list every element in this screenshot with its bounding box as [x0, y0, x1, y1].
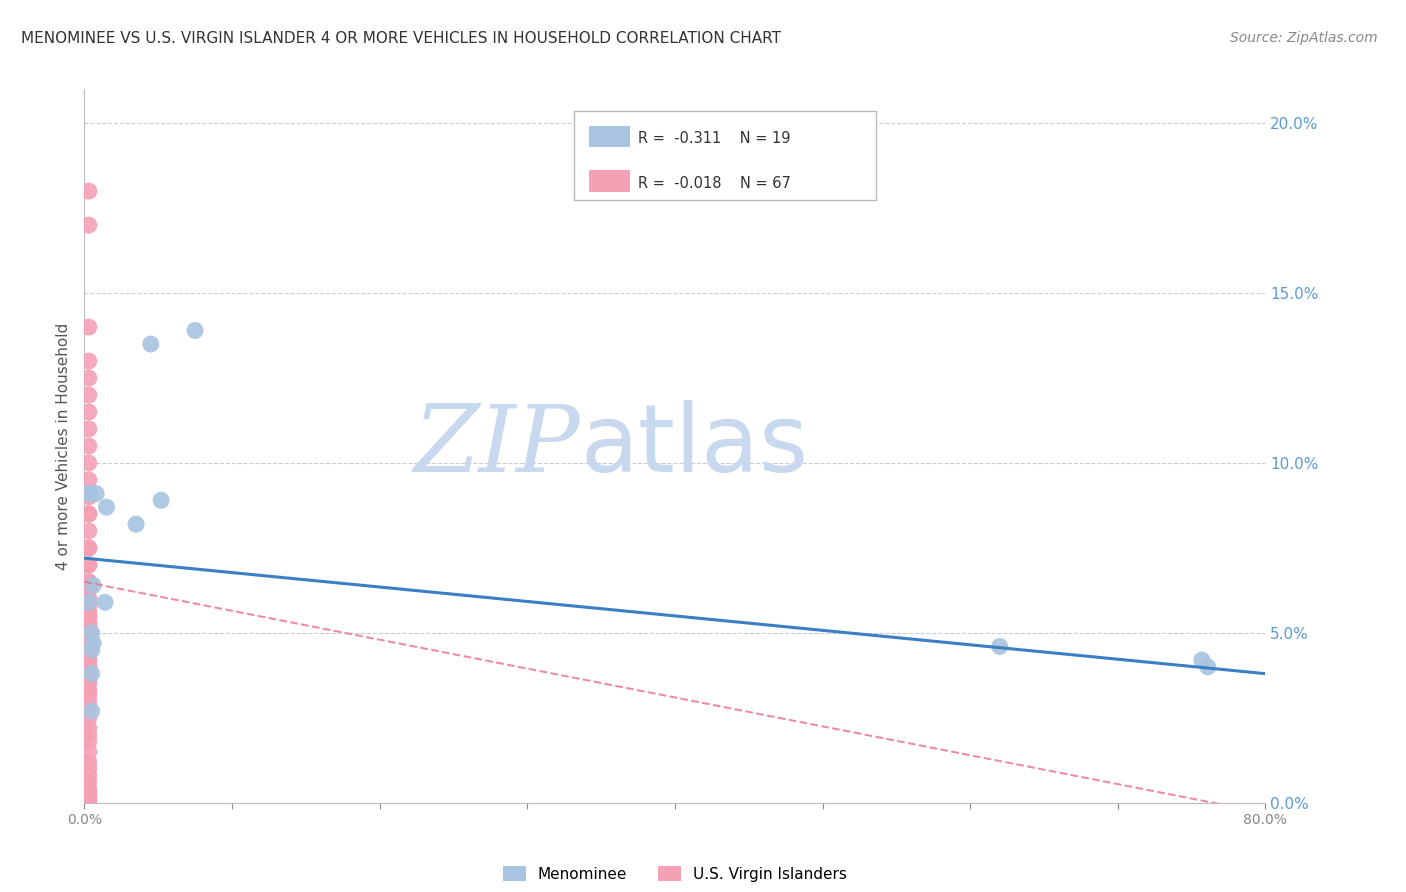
Text: MENOMINEE VS U.S. VIRGIN ISLANDER 4 OR MORE VEHICLES IN HOUSEHOLD CORRELATION CH: MENOMINEE VS U.S. VIRGIN ISLANDER 4 OR M… [21, 31, 782, 46]
Point [77, 599, 100, 613]
Point [77, 694, 100, 708]
Point [77, 473, 100, 487]
Point [77, 558, 100, 572]
Point [77, 687, 100, 701]
Point [77, 626, 100, 640]
Point [77, 796, 100, 810]
Point [77, 490, 100, 504]
Point [77, 653, 100, 667]
Point [80, 643, 103, 657]
Point [988, 640, 1011, 654]
Point [77, 574, 100, 589]
Point [77, 762, 100, 776]
Text: ZIP: ZIP [413, 401, 581, 491]
Point [77, 636, 100, 650]
Point [77, 184, 100, 198]
Bar [589, 170, 630, 192]
Point [77, 524, 100, 538]
Point [77, 700, 100, 714]
Point [77, 643, 100, 657]
Point [80, 626, 103, 640]
Point [77, 615, 100, 630]
Point [77, 541, 100, 555]
Point [77, 615, 100, 630]
Point [77, 591, 100, 606]
Text: Source: ZipAtlas.com: Source: ZipAtlas.com [1230, 31, 1378, 45]
Text: R =  -0.018    N = 67: R = -0.018 N = 67 [638, 176, 792, 191]
Point [77, 218, 100, 232]
Point [77, 507, 100, 521]
Point [77, 721, 100, 735]
Point [77, 558, 100, 572]
Point [77, 666, 100, 681]
Point [139, 337, 162, 351]
Point [77, 626, 100, 640]
Y-axis label: 4 or more Vehicles in Household: 4 or more Vehicles in Household [56, 322, 72, 570]
Point [77, 632, 100, 647]
Legend: Menominee, U.S. Virgin Islanders: Menominee, U.S. Virgin Islanders [496, 860, 853, 888]
Point [77, 320, 100, 334]
Point [77, 792, 100, 806]
Point [125, 517, 148, 532]
Point [77, 456, 100, 470]
Point [82, 578, 104, 592]
Point [77, 649, 100, 664]
Point [1191, 653, 1213, 667]
Point [77, 711, 100, 725]
Point [77, 640, 100, 654]
Point [77, 786, 100, 800]
Point [82, 636, 104, 650]
Bar [575, 111, 876, 200]
Point [96, 500, 118, 515]
Point [77, 371, 100, 385]
Point [77, 608, 100, 623]
Bar [589, 126, 630, 147]
Point [77, 574, 100, 589]
Point [77, 354, 100, 368]
Point [1197, 660, 1219, 674]
Point [77, 608, 100, 623]
Point [77, 541, 100, 555]
Point [77, 486, 100, 500]
Point [150, 493, 173, 508]
Point [77, 775, 100, 789]
Point [77, 745, 100, 759]
Point [77, 388, 100, 402]
Point [77, 619, 100, 633]
Point [77, 619, 100, 633]
Point [77, 606, 100, 620]
Point [77, 677, 100, 691]
Point [77, 660, 100, 674]
Point [77, 591, 100, 606]
Point [77, 660, 100, 674]
Point [77, 646, 100, 660]
Point [77, 755, 100, 769]
Point [79, 486, 101, 500]
Point [77, 574, 100, 589]
Point [80, 666, 103, 681]
Point [77, 673, 100, 688]
Point [77, 599, 100, 613]
Point [77, 582, 100, 596]
Point [77, 769, 100, 783]
Point [77, 582, 100, 596]
Text: atlas: atlas [581, 400, 808, 492]
Point [80, 704, 103, 718]
Point [77, 734, 100, 748]
Point [77, 507, 100, 521]
Point [94, 595, 117, 609]
Point [77, 683, 100, 698]
Point [77, 405, 100, 419]
Point [77, 439, 100, 453]
Point [184, 323, 207, 337]
Point [77, 728, 100, 742]
Point [77, 789, 100, 803]
Text: R =  -0.311    N = 19: R = -0.311 N = 19 [638, 131, 790, 146]
Point [77, 782, 100, 797]
Point [77, 595, 100, 609]
Point [77, 422, 100, 436]
Point [84, 486, 107, 500]
